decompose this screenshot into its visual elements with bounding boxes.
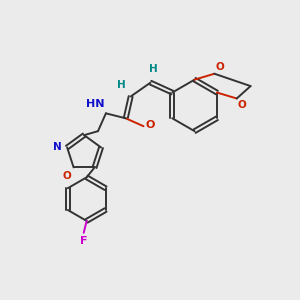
Text: O: O xyxy=(238,100,246,110)
Text: H: H xyxy=(149,64,158,74)
Text: O: O xyxy=(215,62,224,72)
Text: N: N xyxy=(53,142,62,152)
Text: O: O xyxy=(63,171,72,182)
Text: HN: HN xyxy=(86,99,105,110)
Text: F: F xyxy=(80,236,87,246)
Text: O: O xyxy=(146,120,155,130)
Text: H: H xyxy=(117,80,126,90)
